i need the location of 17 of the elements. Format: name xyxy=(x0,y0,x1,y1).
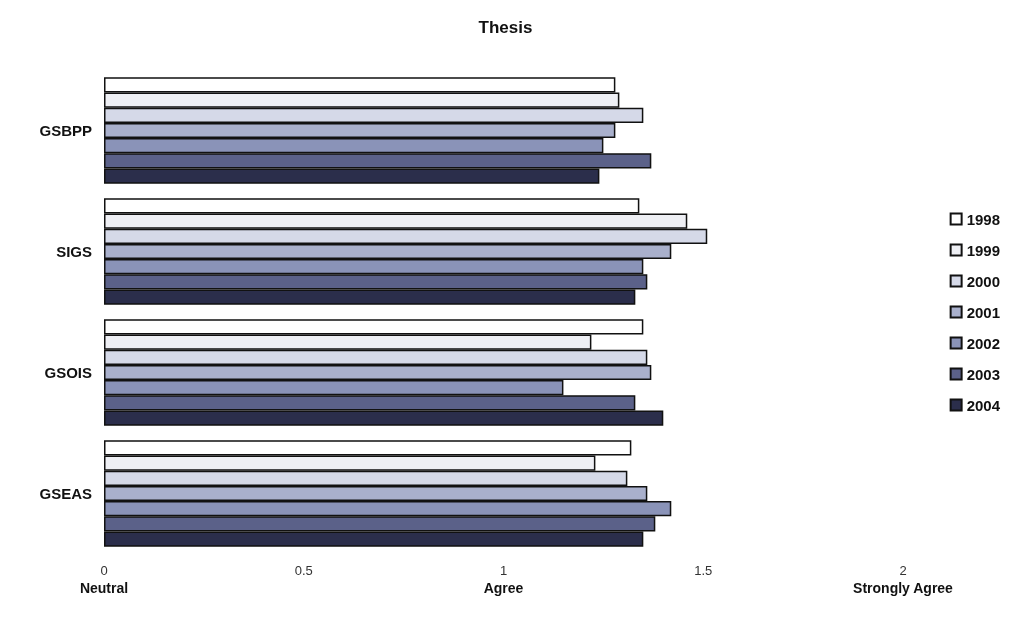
y-tick-label: GSOIS xyxy=(44,364,92,381)
y-tick-label: GSEAS xyxy=(39,485,92,502)
legend-label: 2004 xyxy=(966,396,1001,414)
x-tick-label: 0.5 xyxy=(294,563,313,578)
x-tick-label: 1 Agree xyxy=(483,563,524,596)
x-tick-label: 1.5 xyxy=(694,563,713,578)
legend-label: 2000 xyxy=(966,272,1001,290)
legend-label: 1999 xyxy=(966,241,1001,259)
legend-label: 2001 xyxy=(966,303,1001,321)
legend-label: 2003 xyxy=(966,365,1001,383)
x-tick-label: 2 Strongly Agree xyxy=(853,563,954,596)
chart-title: Thesis xyxy=(478,18,533,37)
legend-label: 2002 xyxy=(966,334,1001,352)
x-tick-label: 0 Neutral xyxy=(79,563,129,596)
y-tick-label: GSBPP xyxy=(39,122,92,139)
y-tick-label: SIGS xyxy=(56,243,92,260)
legend-label: 1998 xyxy=(966,210,1001,228)
